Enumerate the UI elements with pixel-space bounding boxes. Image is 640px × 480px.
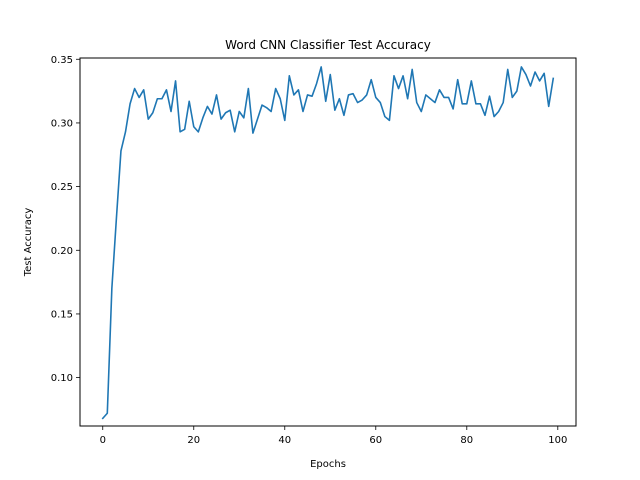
plot-area — [101, 66, 555, 420]
x-tick-label: 80 — [460, 435, 473, 446]
y-tick-label: 0.25 — [51, 182, 73, 193]
y-tick-label: 0.35 — [51, 55, 73, 66]
x-tick-label: 40 — [278, 435, 291, 446]
y-tick-label: 0.15 — [51, 309, 73, 320]
y-tick-label: 0.30 — [51, 118, 73, 129]
y-tick-label: 0.20 — [51, 246, 73, 257]
x-tick-label: 0 — [100, 435, 106, 446]
y-axis: 0.10 0.15 0.20 0.25 0.30 0.35 — [51, 55, 80, 384]
series-line-0 — [101, 66, 555, 420]
chart-title: Word CNN Classifier Test Accuracy — [225, 38, 431, 52]
x-tick-label: 60 — [369, 435, 382, 446]
x-axis: 0 20 40 60 80 100 — [100, 426, 567, 446]
x-axis-label: Epochs — [310, 459, 346, 470]
plot-frame — [79, 57, 577, 427]
x-tick-label: 100 — [548, 435, 567, 446]
y-axis-label: Test Accuracy — [23, 208, 34, 278]
x-tick-label: 20 — [187, 435, 200, 446]
y-tick-label: 0.10 — [51, 373, 73, 384]
